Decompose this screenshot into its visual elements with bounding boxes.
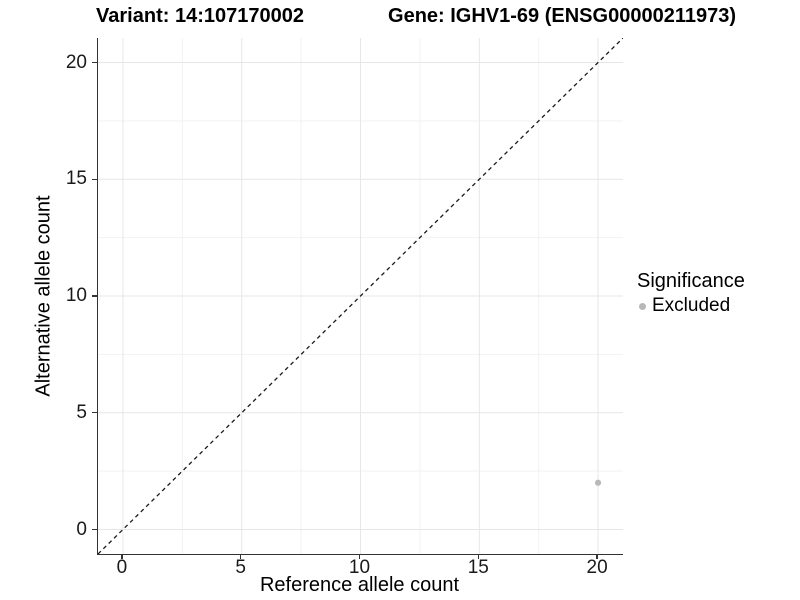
y-tick-label: 15 <box>65 168 87 190</box>
x-tick-label: 5 <box>235 557 246 578</box>
y-tick-label: 5 <box>76 401 87 423</box>
variant-title: Variant: 14:107170002 <box>96 5 304 27</box>
x-tick-mark <box>596 554 598 559</box>
legend-item-label: Excluded <box>652 295 731 316</box>
x-tick-label: 20 <box>586 557 608 578</box>
legend-item-excluded: Excluded <box>639 295 745 317</box>
y-tick-label: 10 <box>65 285 87 306</box>
y-axis-title: Alternative allele count <box>32 195 55 397</box>
excluded-point-icon <box>639 302 646 310</box>
y-tick-mark <box>92 61 97 64</box>
x-tick-mark <box>240 554 242 559</box>
x-tick-mark <box>358 554 361 559</box>
x-tick-label: 0 <box>116 557 128 578</box>
x-tick-mark <box>477 554 479 559</box>
plot-panel <box>97 38 623 555</box>
y-tick-label: 20 <box>65 51 87 73</box>
plot-canvas <box>98 38 623 554</box>
identity-line <box>98 38 623 554</box>
y-tick-mark <box>92 412 97 414</box>
x-tick-mark <box>121 554 123 559</box>
y-tick-mark <box>92 295 97 297</box>
y-tick-mark <box>92 178 97 180</box>
legend-title: Significance <box>637 270 745 292</box>
x-axis-title: Reference allele count <box>259 574 459 596</box>
data-point <box>594 479 602 486</box>
y-tick-mark <box>92 528 97 531</box>
y-tick-label: 0 <box>76 518 87 540</box>
x-tick-label: 15 <box>467 557 489 578</box>
gene-title: Gene: IGHV1-69 (ENSG00000211973) <box>388 5 736 27</box>
x-tick-label: 10 <box>348 557 371 578</box>
legend: Significance Excluded <box>637 270 745 317</box>
